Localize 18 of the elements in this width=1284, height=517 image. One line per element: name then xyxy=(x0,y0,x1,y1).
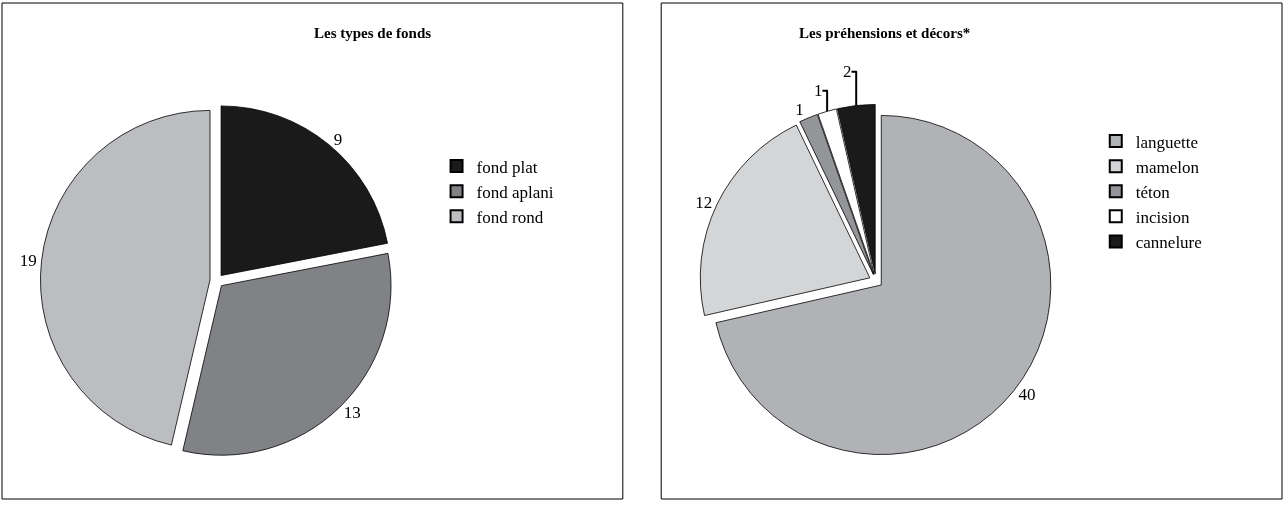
legend-label: fond plat xyxy=(476,157,538,177)
legend-label: fond rond xyxy=(476,207,544,227)
legend-label: cannelure xyxy=(1135,233,1202,253)
data-label: 12 xyxy=(695,192,713,212)
chart-title: Les préhensions et décors* xyxy=(799,25,971,41)
legend-label: mamelon xyxy=(1135,157,1200,177)
legend-label: fond aplani xyxy=(476,182,554,202)
data-label: 13 xyxy=(343,403,361,423)
legend-label: incision xyxy=(1135,207,1191,227)
data-label: 19 xyxy=(19,250,37,270)
data-label: 40 xyxy=(1018,384,1036,404)
legend-label: languette xyxy=(1135,132,1199,152)
data-label: 1 xyxy=(813,81,823,101)
data-label: 2 xyxy=(842,62,852,82)
data-label: 9 xyxy=(333,129,343,149)
chart-title: Les types de fonds xyxy=(314,25,432,41)
data-label: 1 xyxy=(795,100,804,120)
legend-label: téton xyxy=(1135,182,1171,202)
